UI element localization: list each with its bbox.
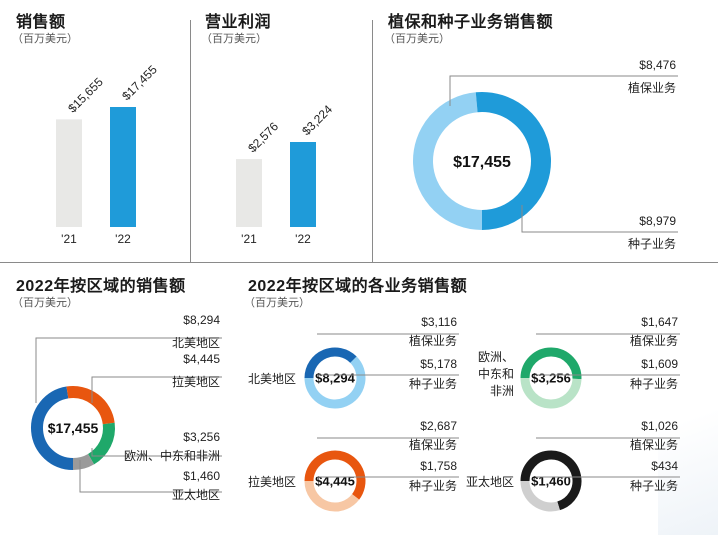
sales-bar-0	[56, 119, 82, 227]
region-slice-1	[66, 386, 115, 425]
region-value-2: $3,256	[183, 430, 220, 444]
na-value-0: $3,116	[421, 315, 457, 329]
profit-data-label-0: $2,576	[245, 119, 281, 155]
region-leader-3	[79, 460, 222, 493]
na-region-label-0: 北美地区	[248, 372, 296, 386]
cp-seeds-slice-1	[475, 92, 551, 230]
region-leader-1	[91, 376, 222, 403]
apac-value-0: $1,026	[641, 419, 678, 433]
divider-sales-profit	[190, 20, 191, 262]
na-slice-0	[304, 347, 357, 379]
sales-data-label-1: $17,455	[119, 62, 160, 103]
region-value-1: $4,445	[183, 352, 220, 366]
region-center-label: $17,455	[48, 420, 99, 436]
sales-unit: （百万美元）	[12, 33, 78, 45]
latam-name-0: 植保业务	[409, 437, 457, 452]
emea-region-label-0: 欧洲、	[478, 350, 514, 364]
latam-slice-0	[304, 450, 366, 500]
apac-name-0: 植保业务	[630, 437, 678, 452]
profit-bar-1	[290, 142, 316, 227]
cp-seeds-name-1: 种子业务	[628, 236, 676, 251]
na-value-1: $5,178	[420, 357, 457, 371]
emea-value-1: $1,609	[641, 357, 678, 371]
region-leader-0	[35, 337, 222, 403]
emea-center-label: $3,256	[531, 371, 571, 386]
profit-bar-0	[236, 159, 262, 227]
emea-slice-1	[520, 377, 582, 409]
cp-seeds-center-label: $17,455	[453, 154, 511, 171]
region-name-0: 北美地区	[172, 336, 220, 350]
latam-value-0: $2,687	[420, 419, 457, 433]
sales-data-label-0: $15,655	[65, 75, 106, 116]
sales-tick-label-0: '21	[61, 232, 77, 246]
region-business-unit: （百万美元）	[244, 297, 310, 309]
cp-seeds-unit: （百万美元）	[384, 33, 450, 45]
region-sales-unit: （百万美元）	[12, 297, 78, 309]
na-slice-1	[304, 356, 366, 409]
region-sales-title: 2022年按区域的销售额	[16, 278, 186, 295]
profit-unit: （百万美元）	[201, 33, 267, 45]
cp-seeds-value-1: $8,979	[639, 214, 676, 228]
emea-name-0: 植保业务	[630, 333, 678, 348]
profit-title: 营业利润	[205, 14, 272, 31]
emea-name-1: 种子业务	[630, 376, 678, 391]
emea-slice-0	[520, 347, 582, 380]
latam-center-label: $4,445	[315, 474, 355, 489]
divider-top-bottom	[0, 262, 718, 263]
sales-bar-1	[110, 107, 136, 227]
profit-data-label-1: $3,224	[299, 102, 335, 138]
apac-center-label: $1,460	[531, 474, 571, 489]
cp-seeds-title: 植保和种子业务销售额	[388, 14, 554, 31]
region-slice-3	[72, 453, 95, 470]
na-name-0: 植保业务	[409, 333, 457, 348]
na-center-label: $8,294	[315, 371, 356, 386]
divider-profit-cp	[372, 20, 373, 262]
latam-region-label-0: 拉美地区	[248, 474, 296, 489]
cp-seeds-name-0: 植保业务	[628, 80, 676, 95]
apac-name-1: 种子业务	[630, 478, 678, 493]
profit-tick-label-0: '21	[241, 232, 257, 246]
region-name-1: 拉美地区	[172, 374, 220, 389]
sales-tick-label-1: '22	[115, 232, 131, 246]
region-name-3: 亚太地区	[172, 487, 220, 502]
cp-seeds-leader-1	[521, 205, 678, 233]
na-name-1: 种子业务	[409, 376, 457, 391]
cp-seeds-leader-0	[449, 75, 678, 106]
emea-region-label-2: 非洲	[490, 384, 514, 398]
latam-slice-1	[304, 480, 360, 512]
sales-title: 销售额	[16, 14, 66, 31]
region-name-2: 欧洲、中东和非洲	[124, 448, 220, 463]
apac-slice-1	[520, 480, 560, 512]
region-value-0: $8,294	[183, 313, 220, 327]
emea-region-label-1: 中东和	[478, 366, 514, 381]
apac-value-1: $434	[651, 459, 678, 473]
latam-name-1: 种子业务	[409, 478, 457, 493]
region-business-title: 2022年按区域的各业务销售额	[248, 278, 468, 295]
profit-tick-label-1: '22	[295, 232, 311, 246]
background-corner	[658, 375, 718, 535]
region-slice-2	[87, 422, 115, 465]
region-value-3: $1,460	[183, 469, 220, 483]
latam-value-1: $1,758	[420, 459, 457, 473]
cp-seeds-slice-0	[413, 92, 483, 230]
apac-slice-0	[520, 450, 582, 511]
cp-seeds-value-0: $8,476	[639, 58, 676, 72]
apac-region-label-0: 亚太地区	[466, 474, 514, 489]
region-slice-0	[31, 386, 74, 470]
emea-value-0: $1,647	[641, 315, 678, 329]
region-leader-2	[91, 448, 222, 457]
